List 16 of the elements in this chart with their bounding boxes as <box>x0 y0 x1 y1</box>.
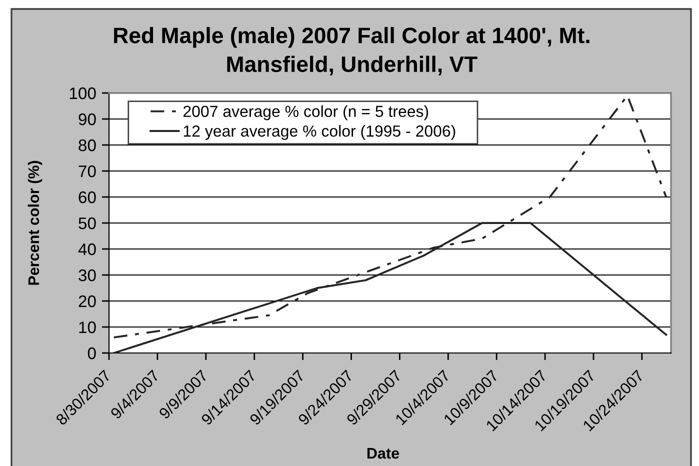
y-tick-label: 70 <box>78 165 96 178</box>
y-tick-label: 90 <box>78 113 96 126</box>
y-tick-label: 20 <box>78 295 96 308</box>
y-tick-label: 60 <box>78 191 96 204</box>
y-tick-label: 30 <box>78 269 96 282</box>
y-tick-label: 80 <box>78 139 96 152</box>
y-tick-label: 40 <box>78 243 96 256</box>
y-axis-title: Percent color (%) <box>28 160 42 285</box>
legend-label: 2007 average % color (n = 5 trees) <box>184 105 428 120</box>
x-axis-title: Date <box>367 448 400 459</box>
y-tick-label: 100 <box>70 87 96 100</box>
y-tick-label: 0 <box>88 347 96 360</box>
legend-label: 12 year average % color (1995 - 2006) <box>184 124 456 140</box>
y-tick-label: 50 <box>78 217 96 230</box>
chart-title: Red Maple (male) 2007 Fall Color at 1400', Mt. Mansfield, Underhill, VT <box>114 27 590 76</box>
y-tick-label: 10 <box>79 321 96 334</box>
